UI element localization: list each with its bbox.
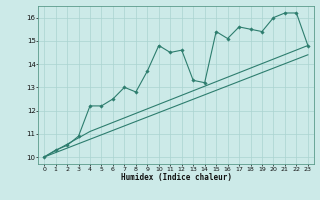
X-axis label: Humidex (Indice chaleur): Humidex (Indice chaleur) (121, 173, 231, 182)
